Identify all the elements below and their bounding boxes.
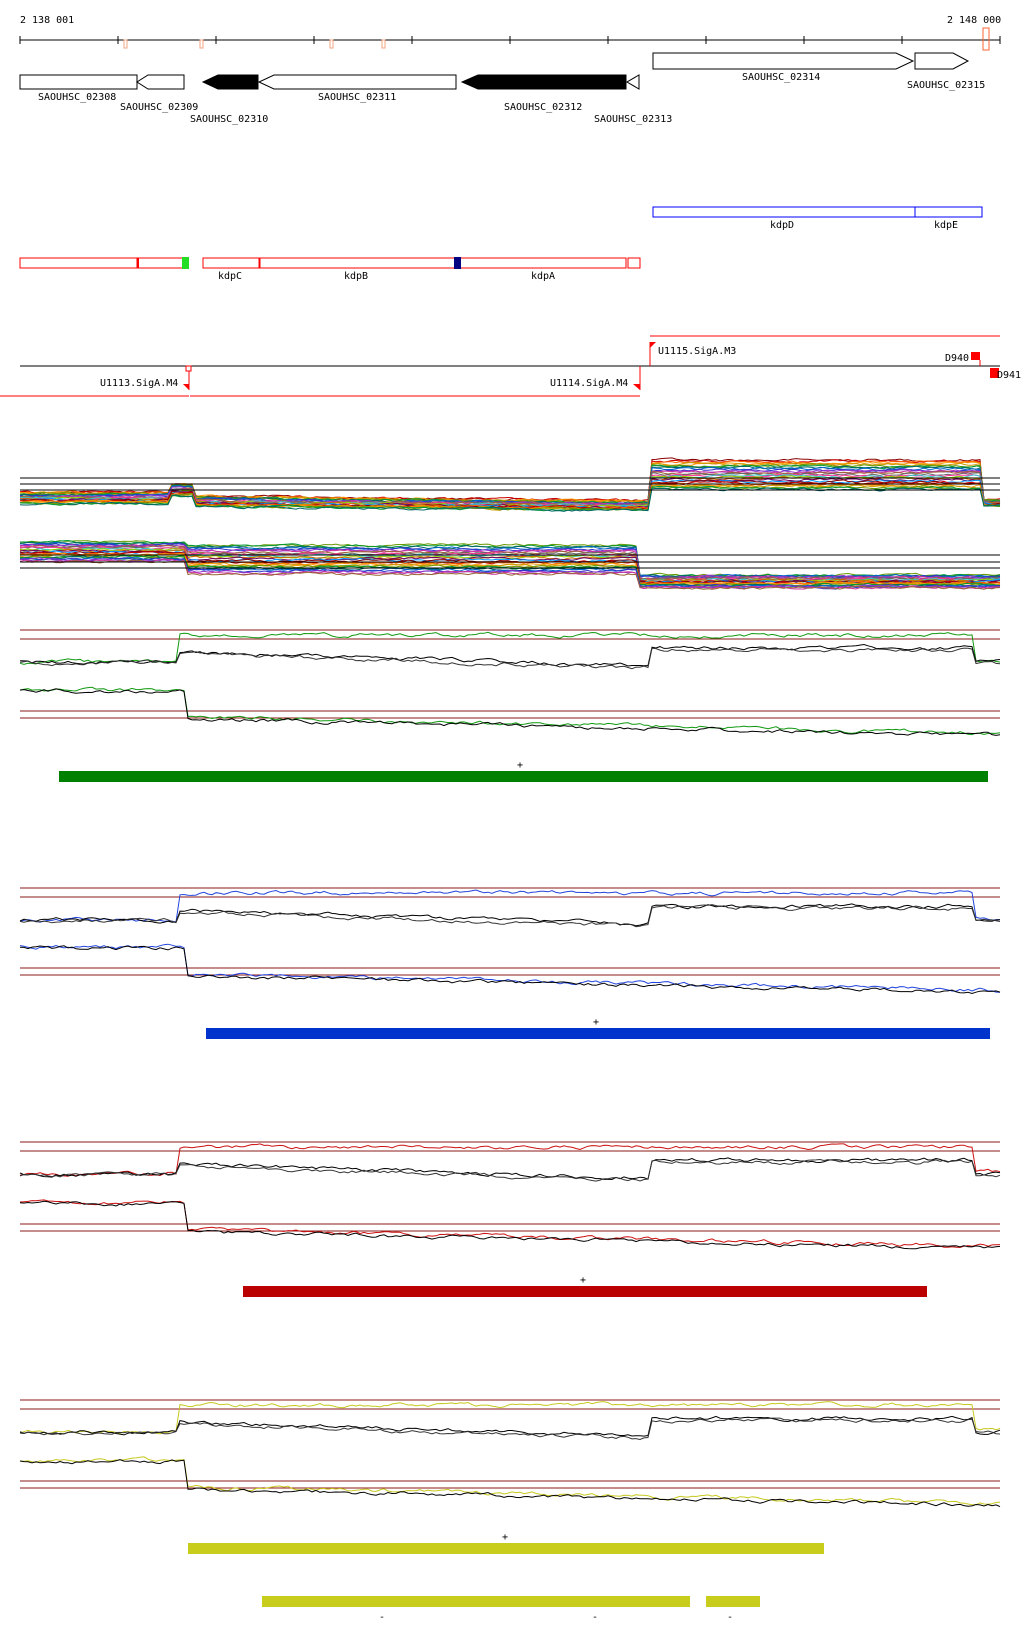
segment-strand-label: + [517, 760, 523, 771]
gene-saouhsc-02312[interactable]: SAOUHSC_02312 [460, 74, 627, 113]
gene-saouhsc-02313[interactable]: SAOUHSC_02313 [594, 74, 672, 125]
operon-label-kdpd: kdpD [770, 220, 794, 231]
gene-saouhsc-02308[interactable]: SAOUHSC_02308 [19, 74, 138, 103]
profile-panel-blue [19, 887, 1001, 995]
ruler-markers [123, 27, 990, 51]
gene-saouhsc-02315[interactable]: SAOUHSC_02315 [907, 52, 985, 91]
operon-plus: kdpD kdpE [652, 206, 983, 231]
gene-label: SAOUHSC_02308 [38, 92, 116, 103]
profile-panel-green [19, 629, 1001, 736]
gene-saouhsc-02314[interactable]: SAOUHSC_02314 [652, 52, 915, 83]
promoter-u1114[interactable]: U1114.SigA.M4 [550, 366, 641, 390]
promoter-u1113[interactable]: U1113.SigA.M4 [100, 365, 192, 390]
profile-panel-yellow [19, 1399, 1001, 1508]
terminator-d940[interactable]: D940 [945, 352, 981, 366]
segment-bar-green[interactable] [59, 771, 988, 782]
segment-strand-label: - [592, 1612, 598, 1623]
gene-track: SAOUHSC_02308 SAOUHSC_02309 SAOUHSC_0231… [19, 52, 985, 125]
segment-bar-blue[interactable] [206, 1028, 990, 1039]
terminator-label: D940 [945, 353, 969, 364]
segment-strand-label: + [580, 1275, 586, 1286]
ruler-ticks [19, 36, 1001, 44]
regulation-track: U1113.SigA.M4 U1114.SigA.M4 U1115.SigA.M… [0, 335, 1021, 397]
overview-plus-strand [19, 457, 1001, 512]
gene-label: SAOUHSC_02315 [907, 80, 985, 91]
gene-saouhsc-02309[interactable]: SAOUHSC_02309 [120, 74, 198, 113]
promoter-u1115[interactable]: U1115.SigA.M3 [649, 342, 736, 366]
segment-strand-label: - [727, 1612, 733, 1623]
gene-label: SAOUHSC_02310 [190, 114, 268, 125]
gene-label: SAOUHSC_02314 [742, 72, 820, 83]
ruler-end-label: 2 148 000 [947, 15, 1001, 26]
gene-label: SAOUHSC_02312 [504, 102, 582, 113]
gene-label: SAOUHSC_02313 [594, 114, 672, 125]
expression-profiles [19, 457, 1001, 1508]
segment-bar-yellow-minus-1[interactable] [262, 1596, 690, 1607]
promoter-label: U1114.SigA.M4 [550, 378, 628, 389]
segment-bar-red[interactable] [243, 1286, 927, 1297]
operon-label-kdpb: kdpB [344, 271, 368, 282]
terminator-label: D941 [997, 370, 1021, 381]
segment-bar-yellow[interactable] [188, 1543, 824, 1554]
operon-label-kdpe: kdpE [934, 220, 958, 231]
gene-label: SAOUHSC_02311 [318, 92, 396, 103]
overview-minus-strand [19, 539, 1001, 590]
promoter-label: U1113.SigA.M4 [100, 378, 178, 389]
promoter-label: U1115.SigA.M3 [658, 346, 736, 357]
terminator-d941[interactable]: D941 [990, 368, 1021, 381]
operon-minus: kdpC kdpB kdpA [19, 257, 641, 282]
ruler-start-label: 2 138 001 [20, 15, 74, 26]
coordinate-ruler: 2 138 001 2 148 000 [19, 15, 1001, 51]
operon-label-kdpc: kdpC [218, 271, 242, 282]
segments: + + + + - - - [59, 760, 990, 1623]
segment-strand-label: + [502, 1532, 508, 1543]
segment-strand-label: - [379, 1612, 385, 1623]
profile-panel-red [19, 1141, 1001, 1250]
segment-bar-yellow-minus-2[interactable] [706, 1596, 760, 1607]
segment-strand-label: + [593, 1017, 599, 1028]
gene-label: SAOUHSC_02309 [120, 102, 198, 113]
gene-saouhsc-02311[interactable]: SAOUHSC_02311 [257, 74, 457, 103]
operon-label-kdpa: kdpA [531, 271, 555, 282]
gene-saouhsc-02310[interactable]: SAOUHSC_02310 [190, 74, 268, 125]
operon-track: kdpD kdpE kdpC kdpB kdpA [19, 206, 983, 282]
